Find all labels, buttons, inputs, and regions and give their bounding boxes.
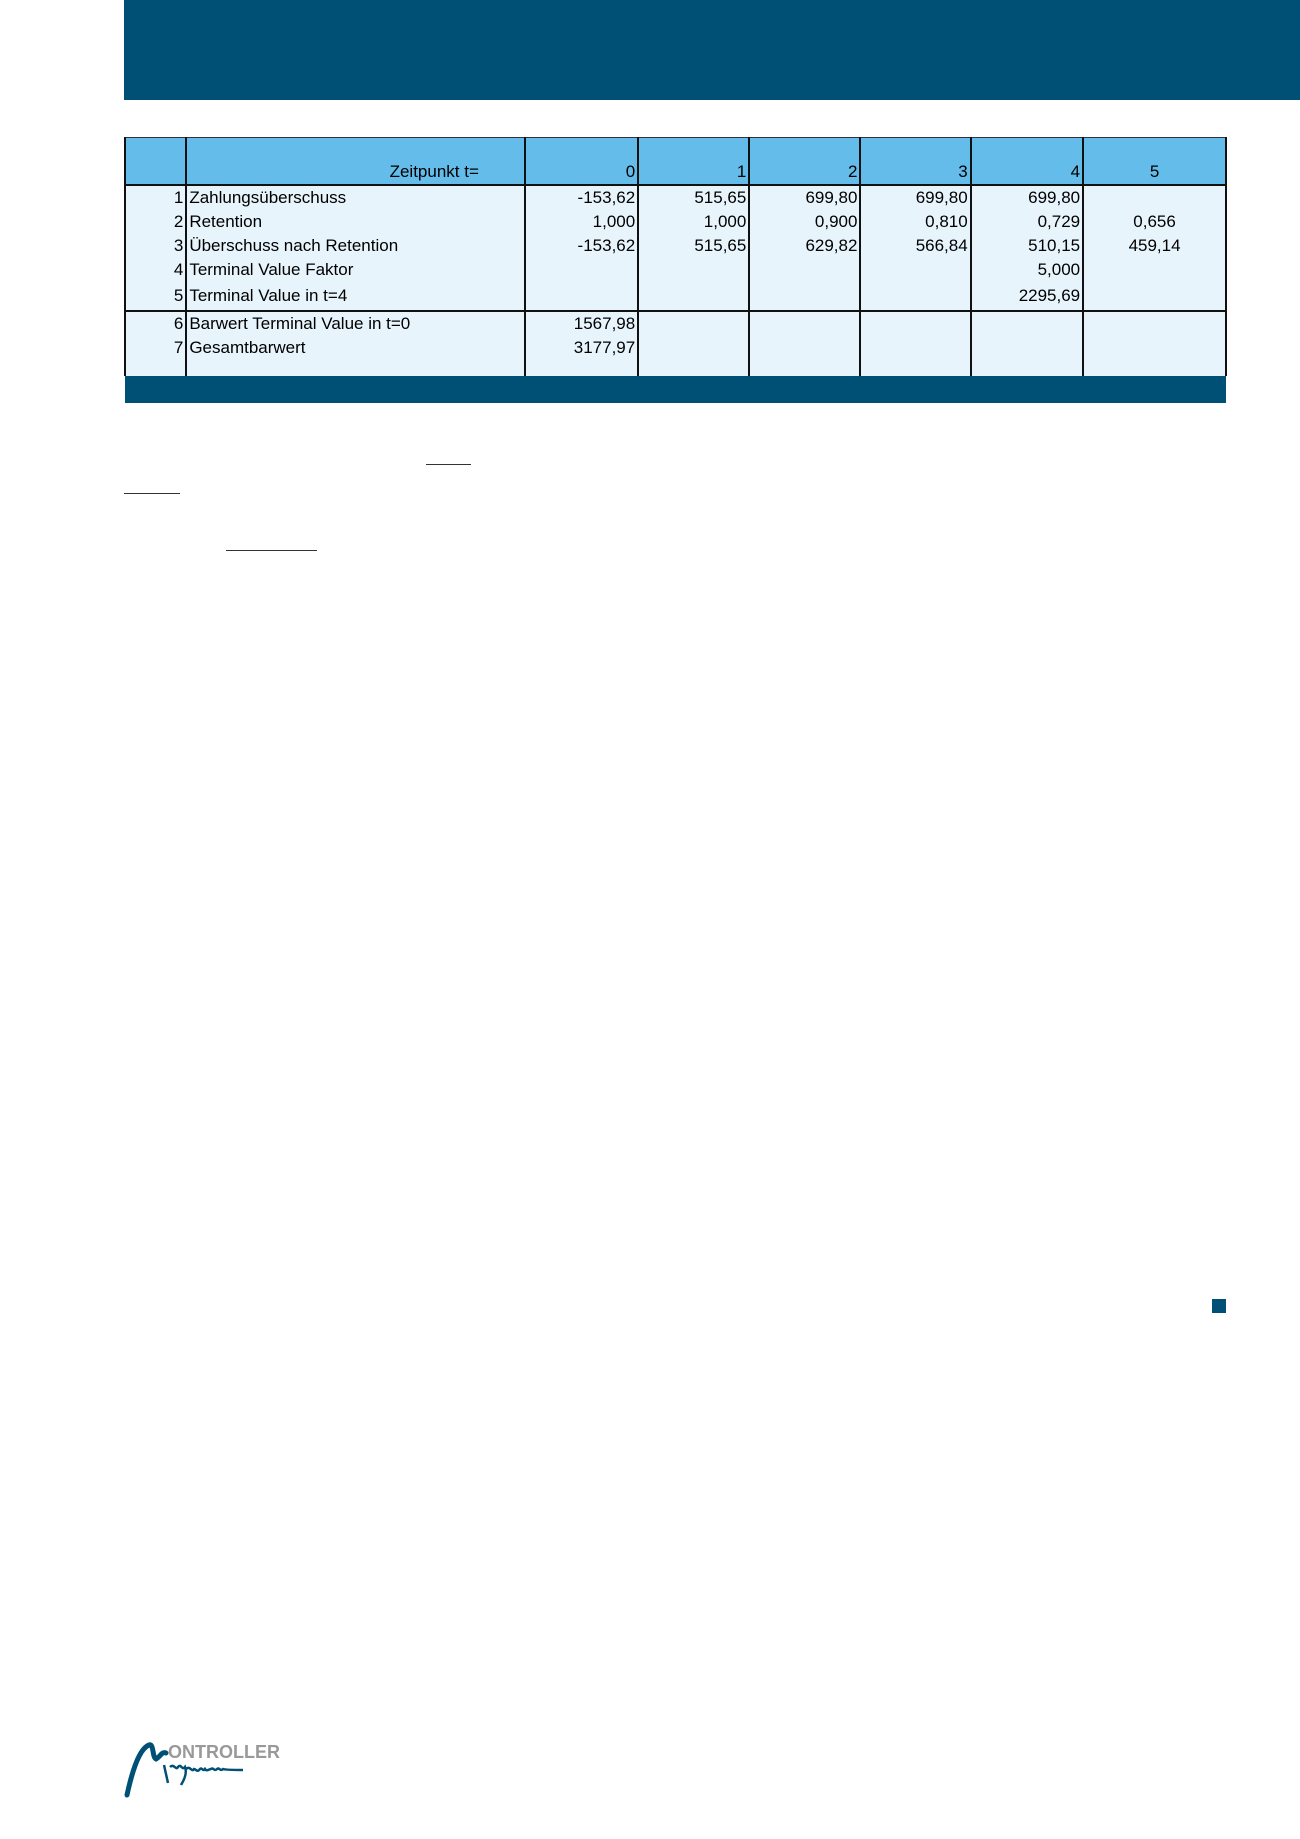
table-row: 7 Gesamtbarwert 3177,97 [123,336,1227,360]
end-mark-square [1212,1299,1226,1313]
row-value: 1,000 [523,210,640,234]
row-value [748,258,862,282]
row-label: Gesamtbarwert [185,336,526,360]
table-row: 2 Retention 1,000 1,000 0,900 0,810 0,729 0,656 [123,210,1227,234]
row-label: Barwert Terminal Value in t=0 [185,310,526,336]
row-value [1082,336,1227,360]
spacer-cell [185,360,526,376]
header-period: 0 [523,137,640,186]
row-value: 1,000 [637,210,751,234]
row-value: 510,15 [969,234,1085,258]
header-band [124,0,1300,100]
row-value: 515,65 [637,234,751,258]
table-footer-band [125,376,1226,403]
header-corner [123,137,188,186]
fraction-line [124,493,180,494]
row-number: 3 [123,234,188,258]
header-period: 2 [748,137,862,186]
row-value [748,336,862,360]
header-period: 1 [637,137,751,186]
fraction-line [426,464,471,465]
row-label: Zahlungsüberschuss [185,185,526,210]
svg-text:ONTROLLER: ONTROLLER [168,1742,280,1762]
row-number: 1 [123,185,188,210]
row-value [523,258,640,282]
table-spacer-row [123,360,1227,376]
row-value [637,336,751,360]
row-value [748,282,862,311]
row-value [1082,258,1227,282]
row-value: 699,80 [748,185,862,210]
row-number: 2 [123,210,188,234]
row-value: 0,656 [1082,210,1227,234]
row-value [859,282,972,311]
valuation-table: Zeitpunkt t= 0 1 2 3 4 5 1 Zahlungsüberschuss -15… [123,137,1227,403]
row-value [859,258,972,282]
row-value: 5,000 [969,258,1085,282]
spacer-cell [1082,360,1227,376]
header-period: 4 [969,137,1085,186]
table-row: 3 Überschuss nach Retention -153,62 515,65 6… [123,234,1227,258]
spacer-cell [637,360,751,376]
row-value [637,310,751,336]
table-row: 5 Terminal Value in t=4 2295,69 [123,282,1227,311]
table-row: 6 Barwert Terminal Value in t=0 1567,98 [123,310,1227,336]
row-value: 0,729 [969,210,1085,234]
spacer-cell [523,360,640,376]
header-period: 5 [1082,137,1227,186]
row-value [1082,310,1227,336]
spacer-cell [859,360,972,376]
table-row: 4 Terminal Value Faktor 5,000 [123,258,1227,282]
row-value: 0,900 [748,210,862,234]
row-value [748,310,862,336]
row-value [859,310,972,336]
header-period: 3 [859,137,972,186]
row-value: -153,62 [523,234,640,258]
row-value [969,336,1085,360]
row-label: Terminal Value in t=4 [185,282,526,311]
row-value: -153,62 [523,185,640,210]
table-row: 1 Zahlungsüberschuss -153,62 515,65 699,80 69… [123,185,1227,210]
row-value [859,336,972,360]
row-value [1082,185,1227,210]
spacer-cell [969,360,1085,376]
row-value: 629,82 [748,234,862,258]
row-value [637,258,751,282]
row-number: 5 [123,282,188,311]
fraction-line [226,550,317,551]
row-value: 459,14 [1082,234,1227,258]
row-value [637,282,751,311]
row-number: 6 [123,310,188,336]
row-number: 7 [123,336,188,360]
row-value [523,282,640,311]
row-value: 566,84 [859,234,972,258]
row-value [969,310,1085,336]
table-header-row: Zeitpunkt t= 0 1 2 3 4 5 [123,137,1227,186]
row-value: 2295,69 [969,282,1085,311]
row-label: Retention [185,210,526,234]
row-label: Terminal Value Faktor [185,258,526,282]
row-number: 4 [123,258,188,282]
spacer-cell [748,360,862,376]
header-label: Zeitpunkt t= [185,137,526,186]
footer-cell [125,376,1226,403]
row-value: 515,65 [637,185,751,210]
row-value: 3177,97 [523,336,640,360]
controller-magazin-logo: ONTROLLER [124,1737,284,1804]
row-value: 699,80 [969,185,1085,210]
row-value: 1567,98 [523,310,640,336]
spacer-cell [123,360,188,376]
row-value: 699,80 [859,185,972,210]
row-label: Überschuss nach Retention [185,234,526,258]
row-value: 0,810 [859,210,972,234]
row-value [1082,282,1227,311]
